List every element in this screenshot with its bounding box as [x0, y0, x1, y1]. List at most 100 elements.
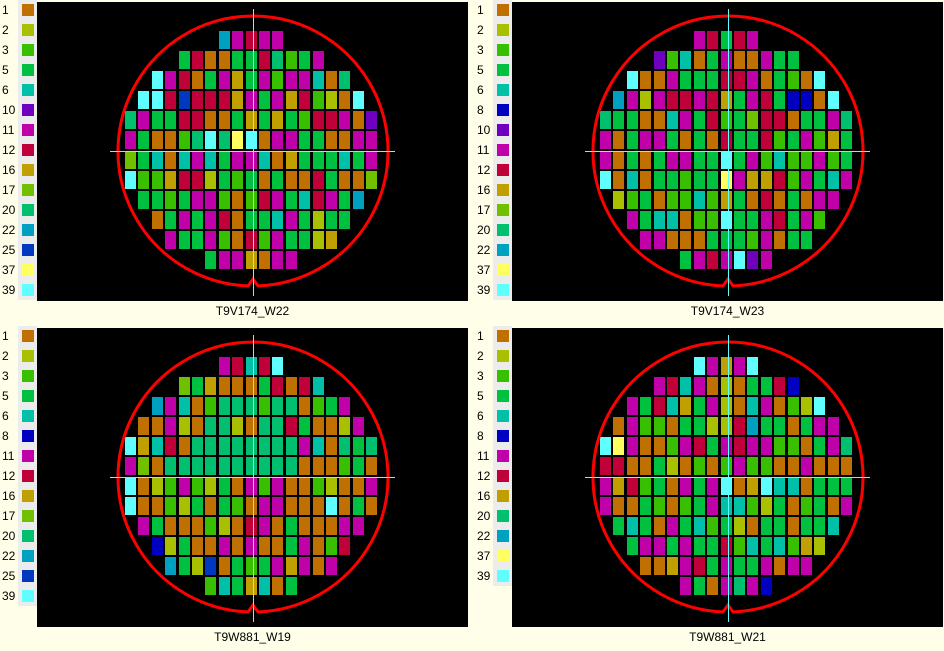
die-cell[interactable] — [680, 437, 691, 455]
die-cell[interactable] — [747, 477, 758, 495]
die-cell[interactable] — [654, 377, 665, 395]
die-cell[interactable] — [192, 131, 203, 149]
die-cell[interactable] — [640, 397, 651, 415]
die-cell[interactable] — [165, 71, 176, 89]
die-cell[interactable] — [654, 557, 665, 575]
die-cell[interactable] — [734, 91, 745, 109]
die-cell[interactable] — [272, 231, 283, 249]
die-cell[interactable] — [152, 91, 163, 109]
die-cell[interactable] — [366, 111, 377, 129]
die-cell[interactable] — [721, 191, 732, 209]
die-cell[interactable] — [774, 211, 785, 229]
die-cell[interactable] — [788, 151, 799, 169]
die-cell[interactable] — [613, 497, 624, 515]
die-cell[interactable] — [259, 577, 270, 595]
die-cell[interactable] — [788, 377, 799, 395]
die-cell[interactable] — [707, 91, 718, 109]
die-cell[interactable] — [721, 151, 732, 169]
die-cell[interactable] — [326, 397, 337, 415]
die-cell[interactable] — [286, 477, 297, 495]
die-cell[interactable] — [125, 497, 136, 515]
die-cell[interactable] — [774, 437, 785, 455]
die-cell[interactable] — [814, 171, 825, 189]
die-cell[interactable] — [627, 111, 638, 129]
die-cell[interactable] — [179, 211, 190, 229]
die-cell[interactable] — [654, 437, 665, 455]
die-cell[interactable] — [627, 131, 638, 149]
die-cell[interactable] — [640, 457, 651, 475]
die-cell[interactable] — [734, 577, 745, 595]
die-cell[interactable] — [640, 111, 651, 129]
die-cell[interactable] — [205, 91, 216, 109]
die-cell[interactable] — [721, 231, 732, 249]
die-cell[interactable] — [179, 91, 190, 109]
die-cell[interactable] — [613, 171, 624, 189]
die-cell[interactable] — [761, 251, 772, 269]
die-cell[interactable] — [654, 191, 665, 209]
die-cell[interactable] — [353, 171, 364, 189]
die-cell[interactable] — [734, 251, 745, 269]
die-cell[interactable] — [707, 357, 718, 375]
die-cell[interactable] — [259, 417, 270, 435]
die-cell[interactable] — [246, 171, 257, 189]
wafer-map[interactable] — [37, 2, 468, 301]
die-cell[interactable] — [801, 537, 812, 555]
die-cell[interactable] — [801, 151, 812, 169]
die-cell[interactable] — [165, 171, 176, 189]
die-cell[interactable] — [313, 91, 324, 109]
die-cell[interactable] — [761, 397, 772, 415]
die-cell[interactable] — [232, 417, 243, 435]
die-cell[interactable] — [654, 171, 665, 189]
die-cell[interactable] — [232, 517, 243, 535]
die-cell[interactable] — [232, 231, 243, 249]
die-cell[interactable] — [841, 151, 852, 169]
die-cell[interactable] — [219, 31, 230, 49]
die-cell[interactable] — [272, 417, 283, 435]
die-cell[interactable] — [774, 497, 785, 515]
die-cell[interactable] — [313, 557, 324, 575]
die-cell[interactable] — [165, 557, 176, 575]
die-cell[interactable] — [326, 537, 337, 555]
die-cell[interactable] — [640, 131, 651, 149]
die-cell[interactable] — [286, 251, 297, 269]
die-cell[interactable] — [774, 397, 785, 415]
die-cell[interactable] — [828, 191, 839, 209]
die-cell[interactable] — [232, 171, 243, 189]
die-cell[interactable] — [640, 477, 651, 495]
die-cell[interactable] — [721, 397, 732, 415]
die-cell[interactable] — [152, 171, 163, 189]
die-cell[interactable] — [165, 457, 176, 475]
die-cell[interactable] — [125, 437, 136, 455]
die-cell[interactable] — [680, 517, 691, 535]
die-cell[interactable] — [761, 557, 772, 575]
die-cell[interactable] — [747, 251, 758, 269]
die-cell[interactable] — [707, 557, 718, 575]
die-cell[interactable] — [259, 357, 270, 375]
die-cell[interactable] — [138, 171, 149, 189]
die-cell[interactable] — [721, 71, 732, 89]
die-cell[interactable] — [828, 111, 839, 129]
die-cell[interactable] — [747, 191, 758, 209]
die-cell[interactable] — [734, 357, 745, 375]
die-cell[interactable] — [680, 191, 691, 209]
die-cell[interactable] — [138, 151, 149, 169]
die-cell[interactable] — [707, 171, 718, 189]
die-cell[interactable] — [627, 397, 638, 415]
die-cell[interactable] — [232, 377, 243, 395]
die-cell[interactable] — [721, 557, 732, 575]
die-cell[interactable] — [788, 191, 799, 209]
die-cell[interactable] — [138, 111, 149, 129]
die-cell[interactable] — [192, 417, 203, 435]
die-cell[interactable] — [353, 91, 364, 109]
die-cell[interactable] — [205, 577, 216, 595]
die-cell[interactable] — [259, 71, 270, 89]
die-cell[interactable] — [192, 477, 203, 495]
die-cell[interactable] — [694, 151, 705, 169]
die-cell[interactable] — [694, 111, 705, 129]
die-cell[interactable] — [339, 151, 350, 169]
die-cell[interactable] — [613, 111, 624, 129]
die-cell[interactable] — [828, 497, 839, 515]
die-cell[interactable] — [179, 437, 190, 455]
die-cell[interactable] — [205, 377, 216, 395]
die-cell[interactable] — [219, 91, 230, 109]
